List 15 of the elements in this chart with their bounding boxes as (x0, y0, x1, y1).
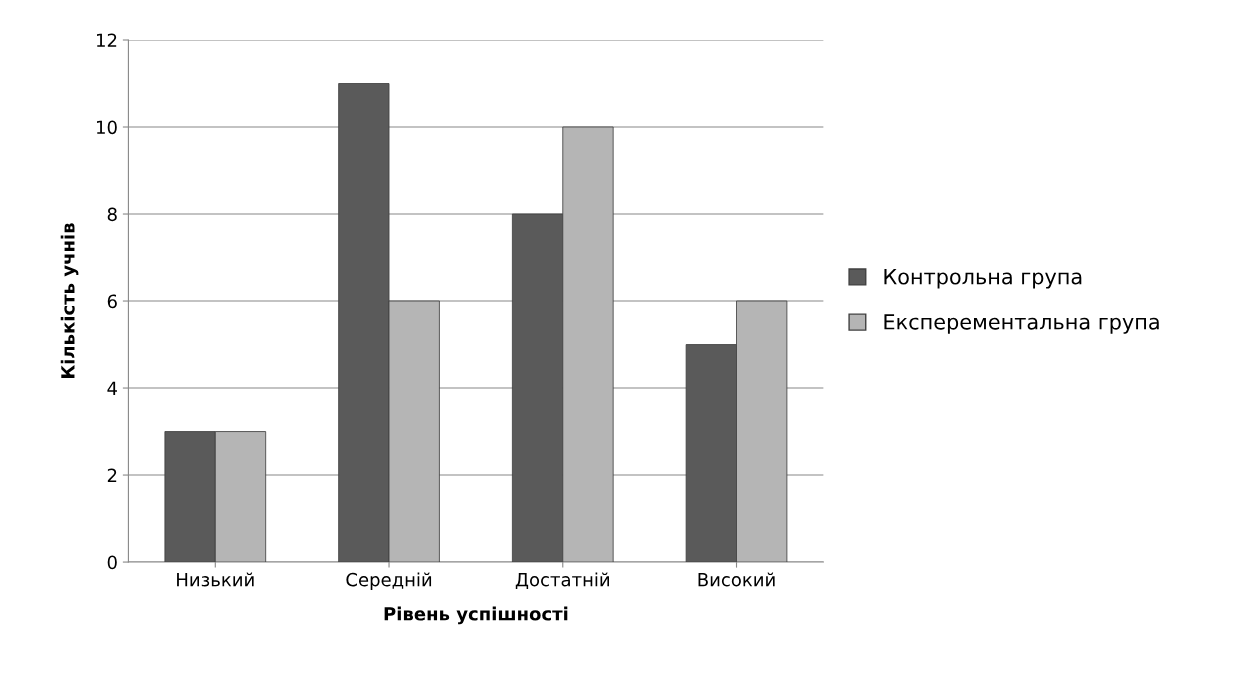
x-tick-label: Середній (346, 572, 432, 590)
y-tick-label: 4 (107, 381, 117, 395)
y-tick-label: 0 (107, 555, 117, 570)
legend-label: Контрольна група (884, 269, 1082, 289)
y-tick-label: 12 (97, 33, 117, 47)
x-axis-title: Рівень успішності (384, 606, 568, 625)
y-axis-title: Кількість учнів (60, 223, 79, 378)
y-tick-label: 2 (107, 468, 117, 482)
legend-label: Експерементальна група (884, 314, 1159, 334)
x-tick-label: Достатній (515, 572, 609, 590)
y-tick-label: 6 (107, 294, 117, 309)
x-tick-label: Низький (177, 572, 254, 587)
y-tick-label: 10 (97, 120, 117, 135)
x-tick-label: Високий (698, 572, 775, 587)
y-tick-label: 8 (107, 207, 117, 222)
